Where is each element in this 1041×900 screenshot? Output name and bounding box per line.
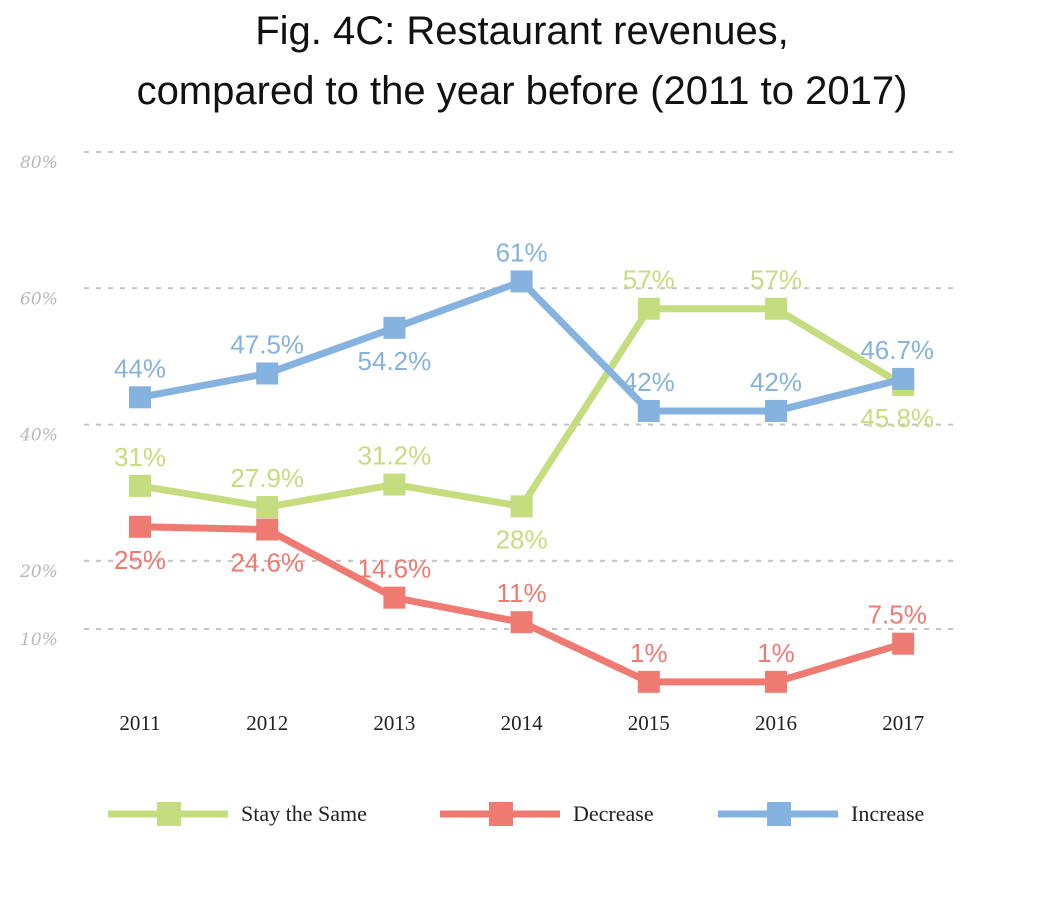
data-label: 24.6% <box>230 548 304 578</box>
data-point <box>637 670 660 693</box>
x-tick-label: 2011 <box>119 711 160 735</box>
data-label: 11% <box>497 578 547 608</box>
x-tick-label: 2015 <box>628 711 670 735</box>
x-tick-label: 2014 <box>501 711 544 735</box>
data-point <box>383 473 406 496</box>
data-label: 27.9% <box>230 463 304 493</box>
data-point <box>892 367 915 390</box>
data-point <box>892 632 915 655</box>
data-label: 31.2% <box>358 441 432 471</box>
x-tick-label: 2016 <box>755 711 797 735</box>
data-point <box>256 496 279 519</box>
y-tick-label: 40% <box>19 426 58 446</box>
chart-subtitle: compared to the year before (2011 to 201… <box>137 69 908 113</box>
x-tick-label: 2012 <box>246 711 288 735</box>
legend-label: Stay the Same <box>241 801 367 826</box>
data-point <box>637 399 660 422</box>
data-point <box>256 518 279 541</box>
data-label: 14.6% <box>358 554 432 584</box>
data-label: 54.2% <box>358 346 432 376</box>
grid <box>84 151 958 630</box>
data-label: 1% <box>757 638 795 668</box>
data-label: 44% <box>114 353 166 383</box>
data-point <box>129 515 151 538</box>
data-label: 7.5% <box>868 600 927 630</box>
data-point <box>129 474 151 497</box>
data-point <box>256 362 279 385</box>
data-point <box>765 297 787 320</box>
data-labels: 31% 27.9% 31.2% 28% 57% 57% 45.8% 25% 24.6% 14.6%… <box>114 237 934 667</box>
y-tick-label: 80% <box>20 153 58 173</box>
data-label: 25% <box>114 545 166 575</box>
legend-label: Increase <box>851 801 924 826</box>
data-point <box>129 386 151 409</box>
data-point <box>765 399 787 422</box>
plot-area <box>129 270 915 693</box>
data-point <box>637 297 660 320</box>
legend-label: Decrease <box>573 801 654 826</box>
y-tick-label: 10% <box>20 630 58 650</box>
legend: Stay the Same Decrease Increase <box>108 801 924 826</box>
legend-marker <box>767 802 791 826</box>
x-tick-label: 2013 <box>373 711 415 735</box>
data-point <box>510 611 533 634</box>
data-point <box>383 586 406 609</box>
data-label: 61% <box>496 237 548 267</box>
legend-marker <box>489 802 513 826</box>
y-tick-label: 20% <box>19 562 58 582</box>
data-label: 1% <box>630 638 668 668</box>
data-label: 45.8% <box>860 403 934 433</box>
data-label: 46.7% <box>860 335 934 365</box>
data-label: 42% <box>750 367 802 397</box>
data-point <box>383 316 406 339</box>
data-label: 42% <box>623 367 675 397</box>
data-point <box>510 495 533 518</box>
chart-title: Fig. 4C: Restaurant revenues, <box>255 9 789 53</box>
legend-marker <box>157 802 181 826</box>
x-axis: 2011 2012 2013 2014 2015 2016 2017 <box>119 711 924 735</box>
data-point <box>510 270 533 293</box>
y-axis: 80% 60% 40% 20% 10% <box>19 153 58 650</box>
data-label: 57% <box>623 265 675 295</box>
data-point <box>765 670 787 693</box>
y-tick-label: 60% <box>20 289 58 309</box>
data-label: 31% <box>114 442 166 472</box>
data-label: 47.5% <box>230 329 304 359</box>
data-label: 28% <box>496 524 548 554</box>
x-tick-label: 2017 <box>882 711 924 735</box>
data-label: 57% <box>750 265 802 295</box>
